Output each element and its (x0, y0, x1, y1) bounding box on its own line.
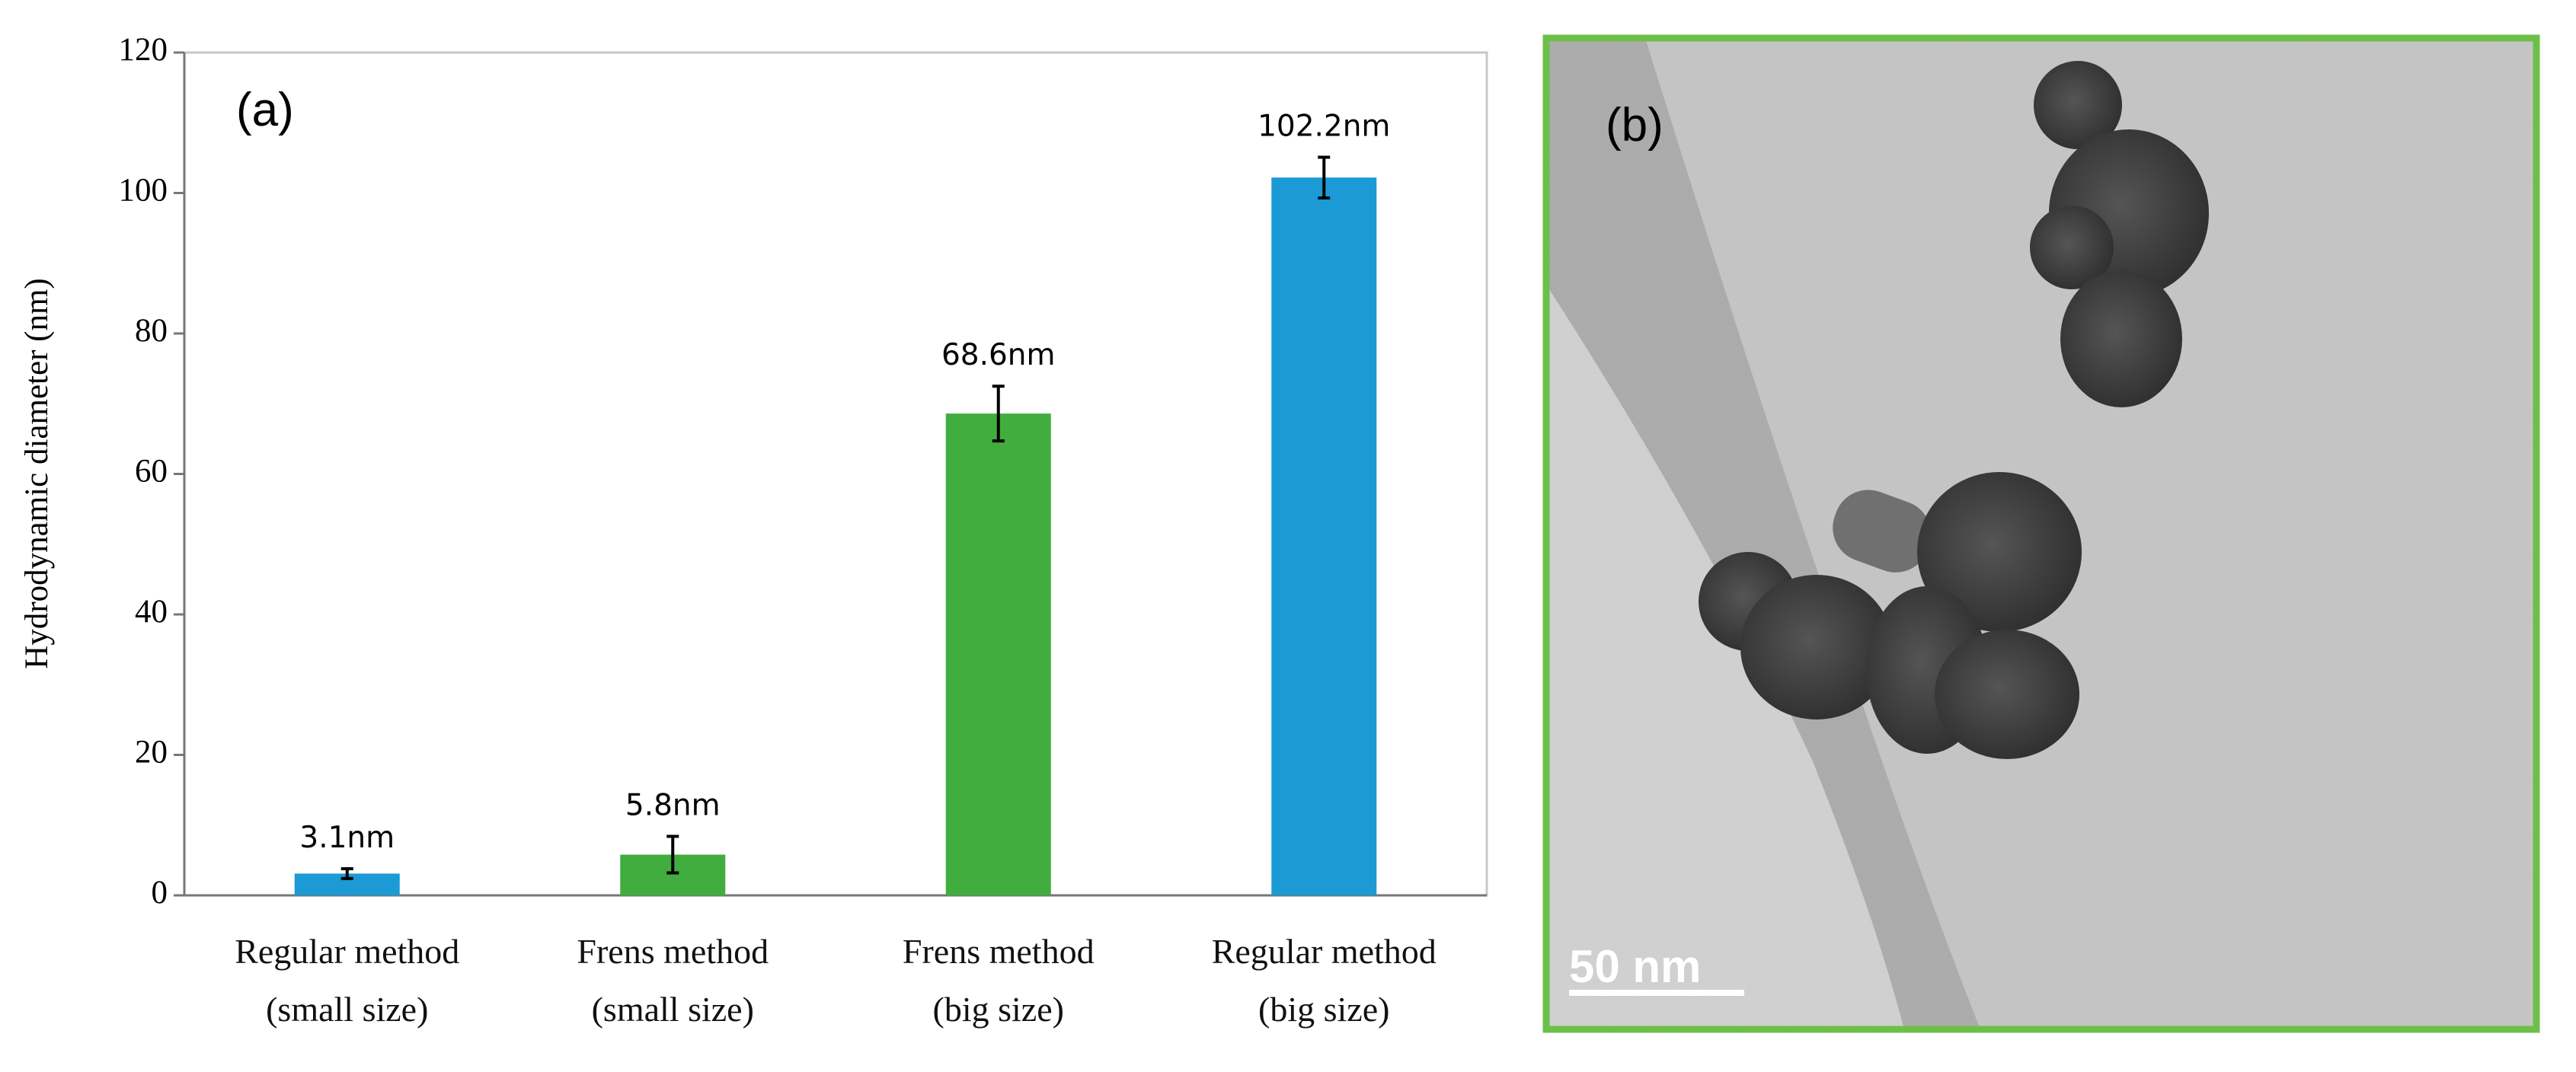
y-tick-label: 100 (119, 172, 168, 208)
value-label: 102.2nm (1258, 109, 1390, 143)
y-tick-label: 80 (135, 313, 168, 349)
particle (1917, 472, 2082, 632)
panel-b-border (1542, 34, 2540, 1033)
bar (945, 413, 1051, 895)
scale-bar (1569, 990, 1744, 996)
x-tick-label: Regular method (big size) (1211, 932, 1437, 1029)
y-axis-title: Hydrodynamic diameter (nm) (19, 278, 55, 668)
x-tick-label: Frens method (big size) (902, 932, 1095, 1029)
y-tick-label: 40 (135, 594, 168, 630)
particle (2034, 61, 2122, 149)
panel-label: (b) (1606, 99, 1664, 152)
particle (1740, 575, 1893, 719)
value-label: 68.6nm (941, 338, 1056, 372)
y-tick-label: 120 (119, 32, 168, 68)
value-label: 5.8nm (625, 789, 721, 823)
particle (1935, 630, 2079, 759)
bar (1271, 177, 1377, 895)
particle (2030, 206, 2114, 289)
x-tick-label: Regular method (small size) (235, 932, 460, 1029)
value-label: 3.1nm (299, 821, 395, 855)
y-tick-label: 0 (152, 875, 168, 911)
panel-label: (a) (236, 84, 294, 136)
x-tick-label: Frens method (small size) (577, 932, 769, 1029)
particle (2060, 270, 2182, 407)
scale-bar-label: 50 nm (1569, 941, 1701, 992)
tem-image (1546, 38, 2536, 1029)
y-tick-label: 20 (135, 734, 168, 770)
particle (1833, 490, 1932, 573)
y-tick-label: 60 (135, 453, 168, 489)
